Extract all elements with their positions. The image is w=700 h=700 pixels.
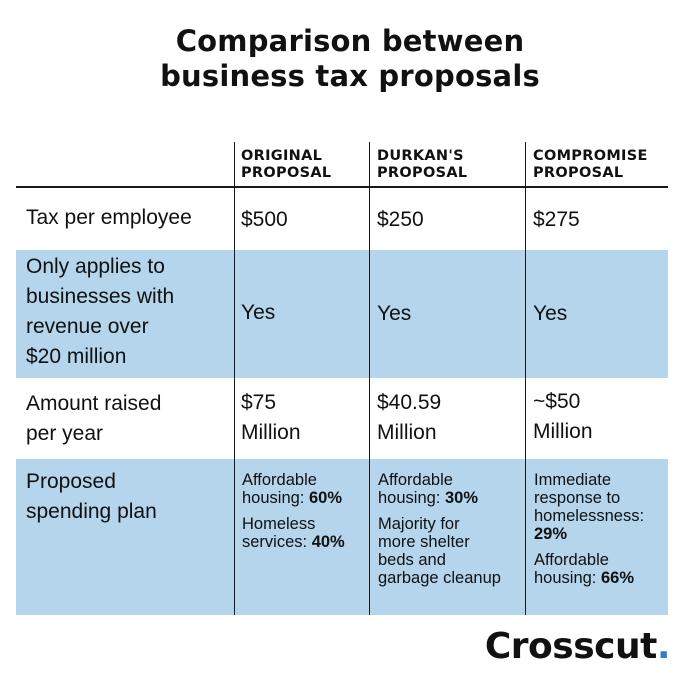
crosscut-logo: Crosscut. bbox=[484, 626, 671, 667]
column-header-line: COMPROMISE bbox=[533, 148, 648, 164]
plan-line: housing: 66% bbox=[534, 569, 644, 587]
row-label-line: per year bbox=[26, 422, 104, 445]
cell-tax-original: $500 bbox=[241, 208, 288, 231]
plan-line: beds and bbox=[378, 551, 446, 569]
row-label-tax: Tax per employee bbox=[26, 203, 192, 233]
row-band-spending bbox=[16, 459, 668, 615]
row-label-raised: Amount raised per year bbox=[26, 389, 161, 449]
title-line-1: Comparison between bbox=[175, 24, 525, 58]
row-label-line: $20 million bbox=[26, 345, 127, 368]
cell-spending-durkan: Affordable housing: 30% Majority for mor… bbox=[378, 471, 501, 595]
column-header-durkan: DURKAN'S PROPOSAL bbox=[377, 148, 467, 182]
plan-text: housing: bbox=[378, 489, 445, 507]
row-label-line: businesses with bbox=[26, 285, 175, 308]
plan-line: housing: 30% bbox=[378, 489, 501, 507]
row-label-line: Only applies to bbox=[26, 255, 165, 278]
cell-raised-original: $75 Million bbox=[241, 388, 301, 448]
plan-percent: 40% bbox=[311, 533, 345, 551]
plan-line: housing: 60% bbox=[242, 489, 345, 507]
logo-text: Crosscut bbox=[484, 626, 657, 667]
column-header-line: DURKAN'S bbox=[377, 148, 464, 164]
plan-line: more shelter bbox=[378, 533, 470, 551]
plan-line: Affordable bbox=[378, 471, 453, 489]
column-header-line: PROPOSAL bbox=[533, 165, 624, 181]
cell-line: Million bbox=[533, 420, 593, 443]
column-divider-2 bbox=[369, 142, 370, 615]
plan-text: services: bbox=[242, 533, 312, 551]
plan-item: Immediate response to homelessness: 29% bbox=[534, 471, 644, 543]
cell-applies-compromise: Yes bbox=[533, 302, 568, 325]
title-line-2: business tax proposals bbox=[160, 59, 540, 93]
cell-line: ~$50 bbox=[533, 390, 581, 413]
plan-line: Affordable bbox=[242, 471, 317, 489]
plan-percent: 60% bbox=[308, 489, 342, 507]
plan-text: housing: bbox=[534, 569, 601, 587]
row-label-line: Proposed bbox=[26, 470, 116, 493]
row-label-line: revenue over bbox=[26, 315, 149, 338]
row-label-applies: Only applies to businesses with revenue … bbox=[26, 252, 174, 372]
column-divider-3 bbox=[525, 142, 526, 615]
column-header-line: PROPOSAL bbox=[241, 165, 332, 181]
cell-line: $75 bbox=[241, 391, 277, 414]
plan-text: housing: bbox=[242, 489, 309, 507]
row-band-applies bbox=[16, 250, 668, 378]
plan-line: Majority for bbox=[378, 515, 460, 533]
column-header-compromise: COMPROMISE PROPOSAL bbox=[533, 148, 648, 182]
plan-item: Homeless services: 40% bbox=[242, 515, 345, 551]
header-rule bbox=[16, 186, 668, 188]
cell-spending-compromise: Immediate response to homelessness: 29% … bbox=[534, 471, 644, 595]
plan-line: Homeless bbox=[242, 515, 316, 533]
cell-spending-original: Affordable housing: 60% Homeless service… bbox=[242, 471, 345, 559]
page-title: Comparison between business tax proposal… bbox=[0, 24, 700, 94]
plan-item: Affordable housing: 66% bbox=[534, 551, 644, 587]
plan-line: Affordable bbox=[534, 551, 609, 569]
cell-line: Million bbox=[377, 421, 437, 444]
column-header-original: ORIGINAL PROPOSAL bbox=[241, 148, 331, 182]
plan-line: services: 40% bbox=[242, 533, 345, 551]
cell-line: $40.59 bbox=[377, 391, 442, 414]
plan-percent: 29% bbox=[534, 525, 568, 543]
plan-item: Affordable housing: 30% bbox=[378, 471, 501, 507]
plan-line: response to bbox=[534, 489, 621, 507]
row-label-spending: Proposed spending plan bbox=[26, 467, 157, 527]
cell-line: Million bbox=[241, 421, 301, 444]
plan-item: Affordable housing: 60% bbox=[242, 471, 345, 507]
plan-line: garbage cleanup bbox=[378, 569, 501, 587]
plan-line: 29% bbox=[534, 525, 644, 543]
column-divider-1 bbox=[234, 142, 235, 615]
logo-dot: . bbox=[656, 626, 671, 667]
cell-tax-durkan: $250 bbox=[377, 208, 424, 231]
plan-item: Majority for more shelter beds and garba… bbox=[378, 515, 501, 587]
plan-line: Immediate bbox=[534, 471, 612, 489]
cell-raised-durkan: $40.59 Million bbox=[377, 388, 441, 448]
column-header-line: PROPOSAL bbox=[377, 165, 468, 181]
cell-applies-durkan: Yes bbox=[377, 302, 412, 325]
cell-applies-original: Yes bbox=[241, 301, 276, 324]
column-header-line: ORIGINAL bbox=[241, 148, 323, 164]
row-label-line: spending plan bbox=[26, 500, 157, 523]
cell-raised-compromise: ~$50 Million bbox=[533, 387, 593, 447]
row-label-text: Tax per employee bbox=[26, 206, 192, 229]
cell-tax-compromise: $275 bbox=[533, 208, 580, 231]
plan-percent: 66% bbox=[600, 569, 634, 587]
row-label-line: Amount raised bbox=[26, 392, 162, 415]
plan-percent: 30% bbox=[444, 489, 478, 507]
plan-line: homelessness: bbox=[534, 507, 645, 525]
